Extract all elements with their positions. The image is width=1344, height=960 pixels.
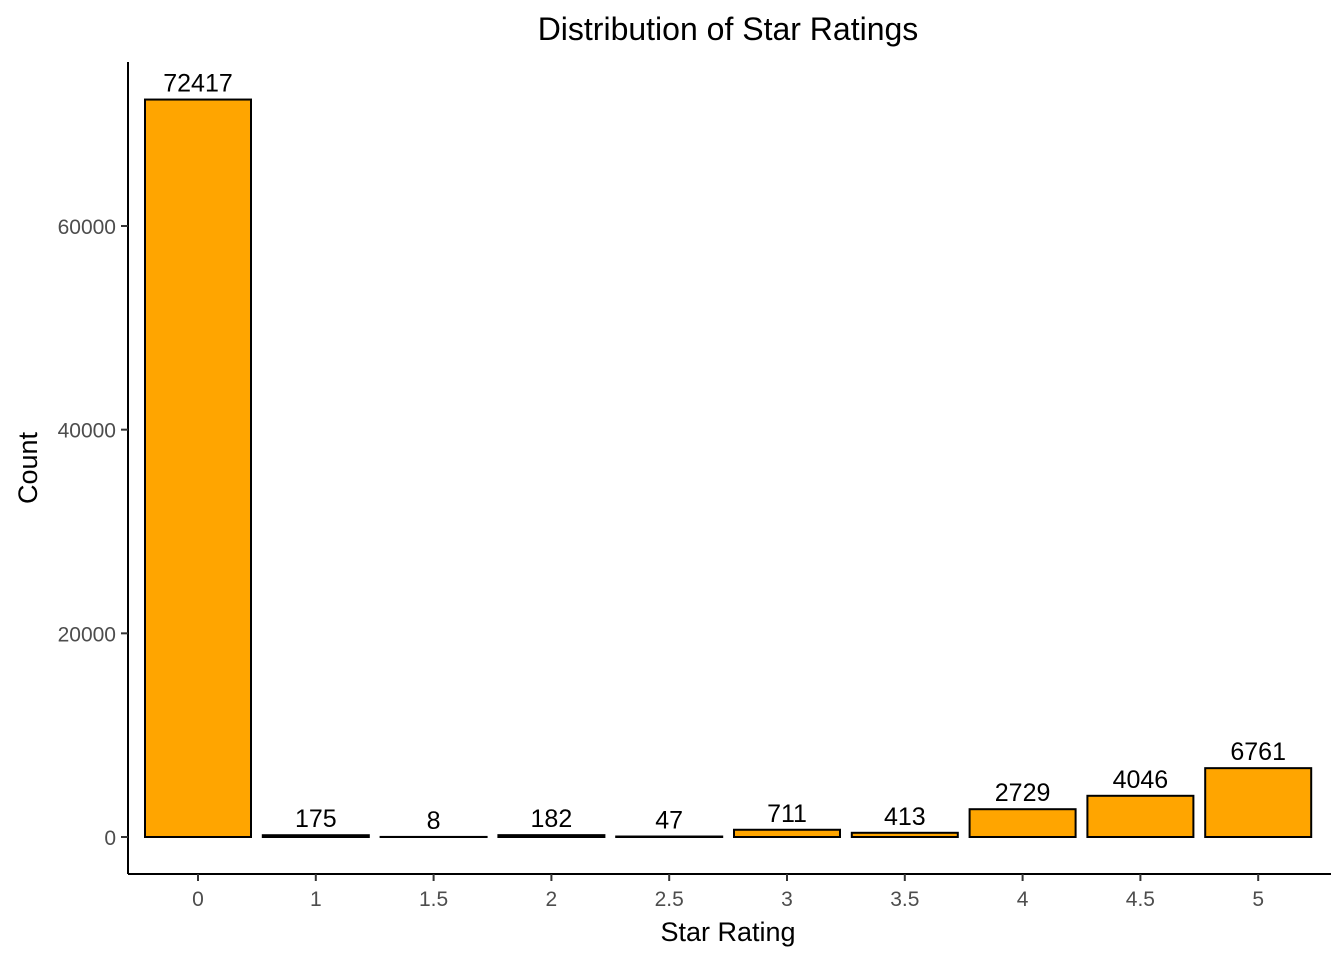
data-labels-group: 72417 175 8 182 47 711 413 2729 4046 6761	[163, 70, 1286, 835]
y-tick-label: 60000	[58, 216, 116, 239]
y-tick-label: 20000	[58, 623, 116, 646]
bar	[850, 831, 959, 839]
bar-value-label: 711	[767, 800, 807, 828]
bar	[1204, 767, 1313, 839]
x-tick-label: 5	[1252, 888, 1264, 911]
bar-value-label: 6761	[1230, 738, 1286, 766]
bars-group	[144, 98, 1313, 839]
x-tick-label: 3.5	[890, 888, 919, 911]
x-tick-label: 4.5	[1126, 888, 1155, 911]
chart-title: Distribution of Star Ratings	[538, 11, 919, 47]
x-axis-title: Star Rating	[660, 917, 795, 947]
x-tick-label: 3	[781, 888, 793, 911]
bar-value-label: 4046	[1113, 766, 1169, 794]
bar-value-label: 175	[295, 805, 337, 833]
bar	[261, 834, 370, 838]
x-tick-label: 4	[1017, 888, 1029, 911]
bar	[497, 834, 606, 838]
x-tick-label: 1	[310, 888, 322, 911]
bar-value-label: 413	[884, 803, 926, 831]
x-tick-label: 2.5	[655, 888, 684, 911]
y-tick-label: 0	[104, 827, 116, 850]
bar-value-label: 47	[655, 807, 683, 835]
y-axis-ticks: 0 20000 40000 60000	[58, 216, 128, 850]
bar	[968, 808, 1077, 838]
bar-value-label: 2729	[995, 779, 1051, 807]
x-tick-label: 0	[192, 888, 204, 911]
x-axis-ticks: 0 1 1.5 2 2.5 3 3.5 4 4.5 5	[192, 874, 1264, 911]
bar	[1086, 794, 1195, 838]
bar-value-label: 182	[531, 805, 573, 833]
x-tick-label: 2	[546, 888, 558, 911]
y-tick-label: 40000	[58, 420, 116, 443]
bar	[144, 98, 252, 839]
bar-value-label: 72417	[163, 70, 233, 98]
y-axis-title: Count	[13, 431, 43, 504]
bar-value-label: 8	[427, 807, 441, 835]
x-tick-label: 1.5	[419, 888, 448, 911]
bar	[733, 828, 841, 838]
y-axis-title-group: Count	[13, 431, 43, 504]
